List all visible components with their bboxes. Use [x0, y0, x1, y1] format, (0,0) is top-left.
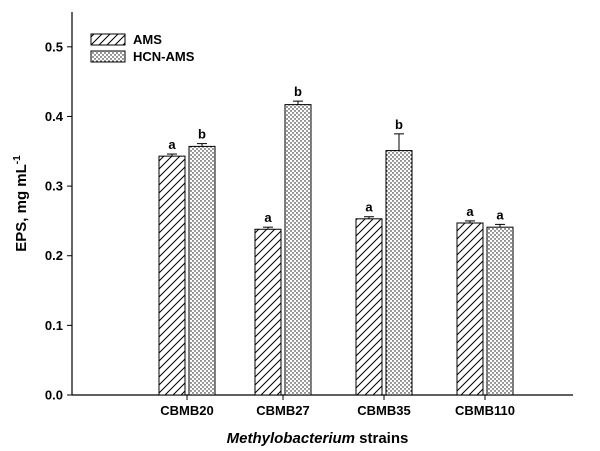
category-label-3: CBMB110: [455, 403, 515, 418]
legend-swatch-hcn-ams: [90, 50, 126, 63]
y-tick-label-4: 0.4: [45, 109, 64, 124]
significance-label-hcn-ams-cbmb110: a: [496, 207, 504, 222]
y-tick-label-2: 0.2: [45, 248, 63, 263]
significance-label-hcn-ams-cbmb27: b: [294, 84, 302, 99]
significance-label-ams-cbmb27: a: [264, 210, 272, 225]
legend-label-ams: AMS: [133, 32, 162, 47]
significance-label-ams-cbmb35: a: [365, 200, 373, 215]
x-axis-title: Methylobacterium strains: [227, 430, 409, 447]
significance-label-ams-cbmb20: a: [168, 137, 176, 152]
y-tick-label-5: 0.5: [45, 39, 63, 54]
bar-hcn-ams-cbmb27: [284, 104, 312, 396]
category-label-2: CBMB35: [357, 403, 410, 418]
category-label-1: CBMB27: [256, 403, 309, 418]
bar-hcn-ams-cbmb110: [486, 226, 514, 396]
significance-label-hcn-ams-cbmb20: b: [198, 127, 206, 142]
bar-hcn-ams-cbmb35: [385, 150, 413, 396]
significance-label-ams-cbmb110: a: [466, 204, 474, 219]
bar-ams-cbmb20: [158, 155, 186, 396]
bar-ams-cbmb27: [254, 228, 282, 396]
bar-ams-cbmb35: [355, 218, 383, 396]
category-label-0: CBMB20: [160, 403, 213, 418]
legend-swatch-ams: [90, 33, 126, 46]
y-tick-label-0: 0.0: [45, 388, 63, 403]
y-tick-label-3: 0.3: [45, 179, 63, 194]
y-axis-title: EPS, mg mL-1: [12, 155, 30, 252]
bar-ams-cbmb110: [456, 222, 484, 396]
significance-label-hcn-ams-cbmb35: b: [395, 117, 403, 132]
plot-marks: 0.0 0.1 0.2 0.3 0.4 0.5 CBMB20 a b CBMB27 a b CBMB35…: [12, 12, 573, 447]
legend-label-hcn-ams: HCN-AMS: [133, 49, 195, 64]
bar-hcn-ams-cbmb20: [188, 145, 216, 396]
y-tick-label-1: 0.1: [45, 318, 63, 333]
